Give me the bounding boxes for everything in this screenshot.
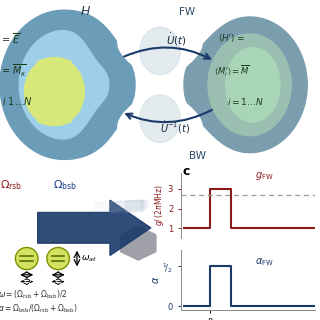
Polygon shape — [121, 226, 156, 260]
Text: $\cdot = \overline{M_\kappa}$: $\cdot = \overline{M_\kappa}$ — [0, 62, 27, 79]
Circle shape — [47, 247, 69, 270]
Text: $i\ 1\ldots N$: $i\ 1\ldots N$ — [2, 95, 32, 107]
Text: $\cdot = \overline{E}$: $\cdot = \overline{E}$ — [0, 31, 20, 46]
Text: $\dot{U}^{-1}(t)$: $\dot{U}^{-1}(t)$ — [160, 120, 190, 136]
Text: $\langle H^\prime\rangle =$: $\langle H^\prime\rangle =$ — [218, 33, 244, 44]
Text: FW: FW — [179, 7, 195, 17]
Text: BW: BW — [189, 151, 206, 161]
Y-axis label: $g/\,(2\pi{\rm MHz})$: $g/\,(2\pi{\rm MHz})$ — [153, 185, 166, 227]
Polygon shape — [118, 10, 202, 159]
Polygon shape — [140, 27, 180, 75]
Polygon shape — [208, 34, 291, 136]
Polygon shape — [140, 95, 180, 142]
Text: $i = 1\ldots N$: $i = 1\ldots N$ — [227, 96, 264, 107]
Text: $\langle M_i^\prime\rangle = \overline{M}$: $\langle M_i^\prime\rangle = \overline{M… — [214, 64, 250, 79]
Circle shape — [15, 247, 38, 270]
Polygon shape — [25, 58, 84, 125]
Text: $g_{\rm FW}$: $g_{\rm FW}$ — [255, 170, 273, 182]
Text: $\alpha_{\rm FW}$: $\alpha_{\rm FW}$ — [255, 256, 273, 268]
Text: $H$: $H$ — [80, 5, 91, 18]
Text: $\Omega_{\rm bsb}$: $\Omega_{\rm bsb}$ — [53, 178, 77, 192]
Text: $\mathbf{c}$: $\mathbf{c}$ — [182, 165, 191, 178]
Text: $\alpha = \Omega_{\rm bsb}/(\Omega_{\rm rsb}+\Omega_{\rm bsb})$: $\alpha = \Omega_{\rm bsb}/(\Omega_{\rm … — [0, 302, 78, 315]
Polygon shape — [226, 47, 280, 122]
Polygon shape — [38, 200, 151, 255]
Text: $\dot{U}(t)$: $\dot{U}(t)$ — [166, 31, 187, 48]
Y-axis label: $\alpha$: $\alpha$ — [151, 276, 161, 284]
Text: $\omega_{at}$: $\omega_{at}$ — [81, 253, 97, 264]
Polygon shape — [126, 200, 144, 212]
Polygon shape — [184, 17, 307, 153]
Polygon shape — [19, 31, 109, 139]
Polygon shape — [110, 200, 146, 212]
Polygon shape — [94, 200, 148, 212]
Text: $\Omega_{\rm rsb}$: $\Omega_{\rm rsb}$ — [0, 178, 22, 192]
Text: $\omega = (\Omega_{\rm rsb}+\Omega_{\rm bsb})/2$: $\omega = (\Omega_{\rm rsb}+\Omega_{\rm … — [0, 289, 68, 301]
Polygon shape — [0, 10, 135, 159]
